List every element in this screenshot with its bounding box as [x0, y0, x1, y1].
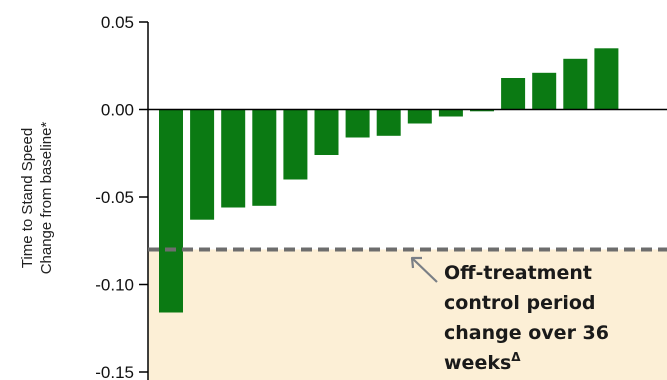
annotation-line-3: change over 36	[444, 322, 609, 344]
annotation-line-2: control period	[444, 292, 596, 314]
bar-8	[376, 109, 401, 136]
y-tick-label-4: -0.10	[95, 276, 134, 295]
bar-9	[407, 109, 432, 124]
bars-group	[159, 48, 619, 313]
bar-6	[314, 109, 339, 155]
bar-11	[470, 109, 494, 112]
y-tick-label-2: 0.00	[101, 101, 134, 120]
y-axis-label-line-1: Time to Stand Speed	[19, 128, 36, 268]
y-axis-label-line-2: Change from baseline*	[38, 122, 55, 275]
annotation-arrow-shaft	[412, 258, 438, 283]
y-tick-label-3: -0.05	[95, 188, 134, 207]
bar-14	[563, 58, 588, 110]
annotation-arrow	[410, 256, 438, 283]
annotation-arrow-head	[410, 256, 422, 269]
bar-2	[190, 109, 215, 220]
y-axis-label: Time to Stand Speed Change from baseline…	[19, 122, 55, 275]
bar-4	[252, 109, 277, 206]
y-axis-ticks: 0.05 0.00 -0.05 -0.10 -0.15	[95, 13, 148, 380]
annotation-line-4: weeksΔ	[444, 350, 521, 374]
bar-10	[438, 109, 463, 117]
bar-12	[501, 78, 526, 110]
annotation-text: Off-treatment control period change over…	[444, 262, 609, 374]
annotation-line-4-text: weeks	[444, 352, 511, 374]
bar-7	[345, 109, 370, 138]
annotation-superscript: Δ	[511, 350, 521, 364]
y-tick-label-5: -0.15	[95, 363, 134, 380]
y-tick-label-1: 0.05	[101, 13, 134, 32]
annotation-line-1: Off-treatment	[444, 262, 592, 284]
control-period-shaded-region	[148, 249, 667, 380]
bar-15	[594, 48, 619, 110]
bar-5	[283, 109, 308, 180]
bar-13	[532, 72, 557, 110]
bar-3	[221, 109, 246, 208]
bar-1	[159, 109, 183, 313]
